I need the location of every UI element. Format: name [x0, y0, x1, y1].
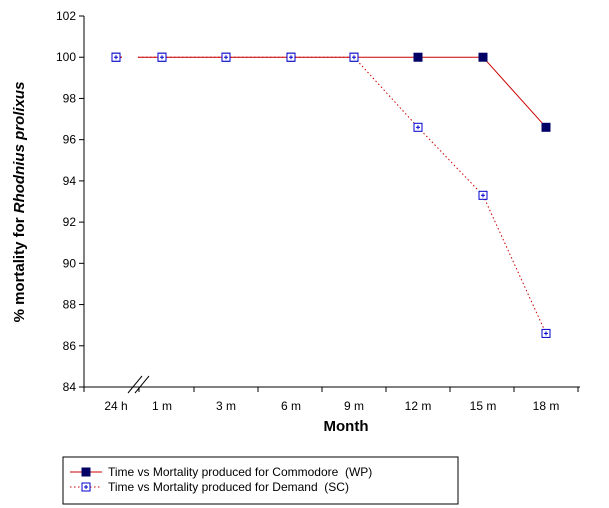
x-tick-label: 15 m	[470, 399, 497, 413]
legend-swatch-marker-2	[81, 482, 91, 492]
series-2-point	[221, 52, 231, 62]
y-axis-title-plain: % mortality for	[11, 213, 28, 322]
series-2-point	[111, 52, 121, 62]
y-tick-label: 100	[56, 50, 76, 64]
axis-break-mark	[127, 375, 150, 394]
legend-box	[62, 456, 459, 505]
series-2-point	[349, 52, 359, 62]
series-2-point	[478, 190, 488, 200]
y-axis-title: % mortality for Rhodnius prolixus	[11, 82, 28, 323]
y-tick-label: 86	[63, 339, 77, 353]
x-tick-label: 12 m	[405, 399, 432, 413]
y-tick-label: 102	[56, 9, 76, 23]
x-tick-label: 9 m	[344, 399, 364, 413]
x-tick-label: 3 m	[216, 399, 236, 413]
x-tick-label: 24 h	[104, 399, 127, 413]
series-2-segment	[482, 195, 547, 334]
legend-label-2: Time vs Mortality produced for Demand (S…	[108, 480, 349, 494]
series-1-segment	[482, 56, 547, 128]
series-2-point	[286, 52, 296, 62]
series-1-point	[413, 52, 423, 62]
y-tick-label: 90	[63, 256, 77, 270]
y-tick-label: 94	[63, 174, 77, 188]
x-tick-label: 18 m	[533, 399, 560, 413]
series-2-point	[413, 122, 423, 132]
y-tick-label: 92	[63, 215, 77, 229]
series-2-point	[157, 52, 167, 62]
legend: Time vs Mortality produced for Commodore…	[62, 456, 459, 505]
x-axis-title: Month	[324, 418, 369, 435]
x-tick-label: 1 m	[152, 399, 172, 413]
series-1-point	[541, 122, 551, 132]
y-tick-label: 84	[63, 380, 77, 394]
series-2-point	[541, 328, 551, 338]
series-1-point	[478, 52, 488, 62]
y-tick-label: 96	[63, 133, 77, 147]
plot-area: 84 86 88 90 92 94 96 98 100 102 24 h 1 m 3 m 6 m 9 m 1…	[56, 9, 580, 413]
x-tick-label: 6 m	[281, 399, 301, 413]
series-2-segment	[353, 56, 419, 128]
y-tick-label: 88	[63, 298, 77, 312]
y-tick-label: 98	[63, 91, 77, 105]
legend-swatch-marker-1	[81, 467, 91, 477]
y-axis-title-italic: Rhodnius prolixus	[11, 82, 28, 214]
legend-label-1: Time vs Mortality produced for Commodore…	[108, 465, 372, 479]
series-2-segment	[417, 126, 484, 196]
